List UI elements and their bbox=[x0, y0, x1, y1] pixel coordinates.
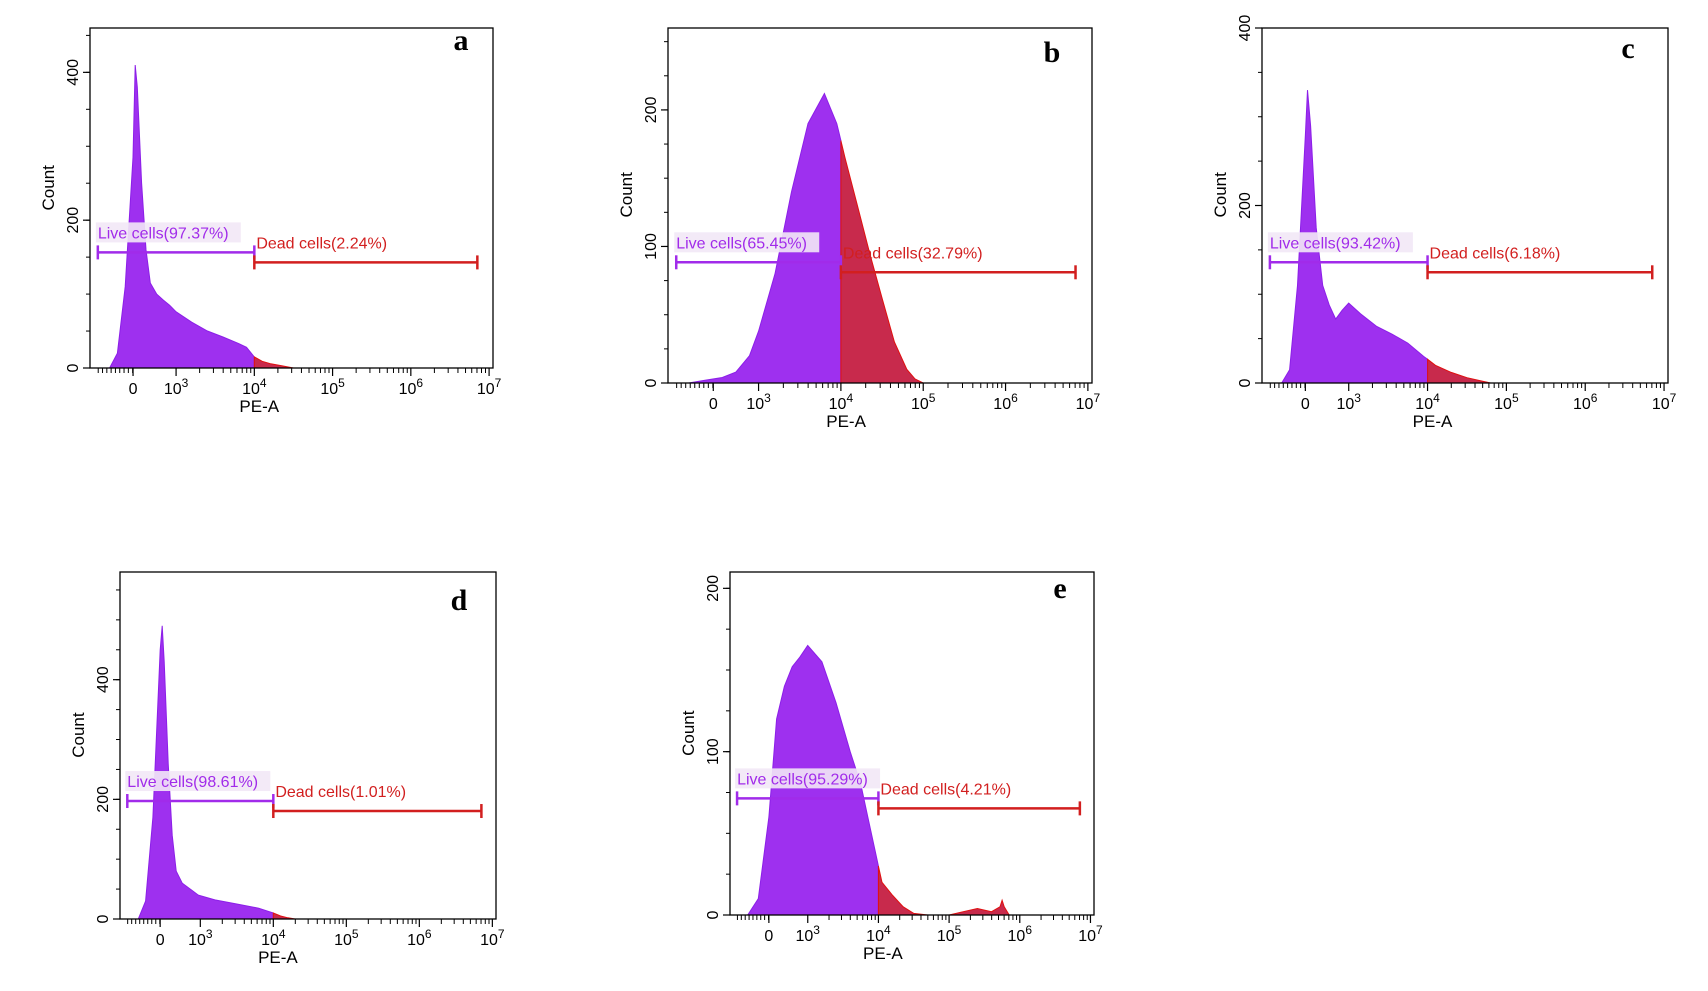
y-tick-label: 0 bbox=[643, 378, 660, 387]
x-tick-label: 106 bbox=[1573, 391, 1598, 413]
histogram-live-area bbox=[1280, 90, 1429, 384]
x-tick-label: 107 bbox=[480, 927, 505, 949]
x-tick-label: 105 bbox=[334, 927, 359, 949]
histogram-dead-area bbox=[272, 912, 296, 920]
y-tick-label: 200 bbox=[705, 575, 722, 602]
histogram-dead-area bbox=[877, 865, 1011, 916]
y-tick-label: 400 bbox=[1237, 15, 1254, 42]
y-tick-label: 200 bbox=[65, 207, 82, 234]
y-tick-label: 100 bbox=[705, 738, 722, 765]
x-tick-label: 0 bbox=[764, 928, 773, 945]
live-label-bg bbox=[674, 232, 820, 253]
histogram-dead-area bbox=[1427, 358, 1491, 384]
panel-e: 0 100 200 0 103 104 105 106 107 PE-A Count e Live ce… bbox=[679, 571, 1103, 963]
y-tick-label: 200 bbox=[95, 786, 112, 813]
dead-gate-label: Dead cells(2.24%) bbox=[256, 235, 387, 252]
x-tick-label: 103 bbox=[796, 923, 821, 945]
panel-letter: b bbox=[1044, 36, 1061, 69]
y-tick-label: 200 bbox=[1237, 192, 1254, 219]
x-tick-label: 103 bbox=[188, 927, 213, 949]
dead-gate-label: Dead cells(4.21%) bbox=[880, 781, 1011, 798]
panel-letter: d bbox=[451, 584, 468, 617]
x-tick-label: 107 bbox=[1078, 923, 1103, 945]
x-tick-label: 0 bbox=[1301, 396, 1310, 413]
x-tick-label: 104 bbox=[829, 391, 854, 413]
live-gate-label: Live cells(93.42%) bbox=[1270, 235, 1401, 252]
x-tick-label: 104 bbox=[866, 923, 891, 945]
x-tick-label: 106 bbox=[407, 927, 432, 949]
plot-frame bbox=[119, 571, 497, 920]
y-tick-label: 0 bbox=[705, 910, 722, 919]
histogram-dead-area bbox=[253, 356, 294, 369]
dead-gate-label: Dead cells(1.01%) bbox=[275, 784, 406, 801]
live-gate-label: Live cells(65.45%) bbox=[676, 235, 807, 252]
y-tick-label: 100 bbox=[643, 233, 660, 260]
x-axis-title: PE-A bbox=[1413, 412, 1453, 431]
panel-b: 0 100 200 0 103 104 105 106 107 PE-A Count b Live ce… bbox=[617, 27, 1101, 431]
histogram-live-area bbox=[108, 64, 255, 369]
x-tick-label: 106 bbox=[399, 376, 424, 398]
panel-a: 0 200 400 0 103 104 105 106 107 PE-A Count a Live ce… bbox=[39, 24, 502, 416]
live-label-bg bbox=[95, 222, 241, 243]
y-tick-label: 0 bbox=[95, 914, 112, 923]
x-tick-label: 0 bbox=[709, 396, 718, 413]
panel-letter: e bbox=[1053, 572, 1066, 605]
x-tick-label: 106 bbox=[1008, 923, 1033, 945]
x-tick-label: 105 bbox=[937, 923, 962, 945]
y-tick-label: 0 bbox=[65, 363, 82, 372]
x-tick-label: 106 bbox=[993, 391, 1018, 413]
x-tick-label: 104 bbox=[261, 927, 286, 949]
y-axis-title: Count bbox=[679, 710, 698, 756]
panel-c: 0 200 400 0 103 104 105 106 107 PE-A Count c Live ce… bbox=[1211, 15, 1677, 431]
live-label-bg bbox=[1267, 232, 1413, 253]
y-tick-label: 200 bbox=[643, 96, 660, 123]
x-tick-label: 104 bbox=[1415, 391, 1440, 413]
x-tick-label: 0 bbox=[156, 932, 165, 949]
live-label-bg bbox=[735, 768, 881, 789]
histogram-live-area bbox=[137, 625, 274, 920]
x-axis-title: PE-A bbox=[239, 397, 279, 416]
y-tick-label: 0 bbox=[1237, 378, 1254, 387]
y-tick-label: 400 bbox=[65, 59, 82, 86]
live-label-bg bbox=[125, 771, 271, 792]
x-tick-label: 103 bbox=[746, 391, 771, 413]
panel-letter: c bbox=[1621, 32, 1634, 65]
live-gate-label: Live cells(95.29%) bbox=[737, 771, 868, 788]
x-axis-title: PE-A bbox=[863, 944, 903, 963]
x-tick-label: 105 bbox=[911, 391, 936, 413]
live-gate-label: Live cells(97.37%) bbox=[98, 225, 229, 242]
x-tick-label: 104 bbox=[242, 376, 267, 398]
y-axis-title: Count bbox=[617, 172, 636, 218]
x-axis-title: PE-A bbox=[826, 412, 866, 431]
y-axis-title: Count bbox=[39, 165, 58, 211]
x-tick-label: 103 bbox=[1336, 391, 1361, 413]
histogram-dead-area bbox=[840, 140, 924, 384]
panel-letter: a bbox=[454, 24, 469, 57]
dead-gate-label: Dead cells(6.18%) bbox=[1430, 245, 1561, 262]
x-tick-label: 105 bbox=[1494, 391, 1519, 413]
x-tick-label: 105 bbox=[320, 376, 345, 398]
live-gate-label: Live cells(98.61%) bbox=[127, 774, 258, 791]
y-axis-title: Count bbox=[1211, 172, 1230, 218]
dead-gate-label: Dead cells(32.79%) bbox=[843, 245, 983, 262]
y-tick-label: 400 bbox=[95, 666, 112, 693]
x-tick-label: 103 bbox=[164, 376, 189, 398]
x-tick-label: 107 bbox=[1076, 391, 1101, 413]
x-tick-label: 107 bbox=[477, 376, 502, 398]
x-axis-title: PE-A bbox=[258, 948, 298, 967]
panel-d: 0 200 400 0 103 104 105 106 107 PE-A Count d Live ce… bbox=[69, 571, 505, 967]
x-tick-label: 107 bbox=[1652, 391, 1677, 413]
x-tick-label: 0 bbox=[129, 381, 138, 398]
y-axis-title: Count bbox=[69, 712, 88, 758]
